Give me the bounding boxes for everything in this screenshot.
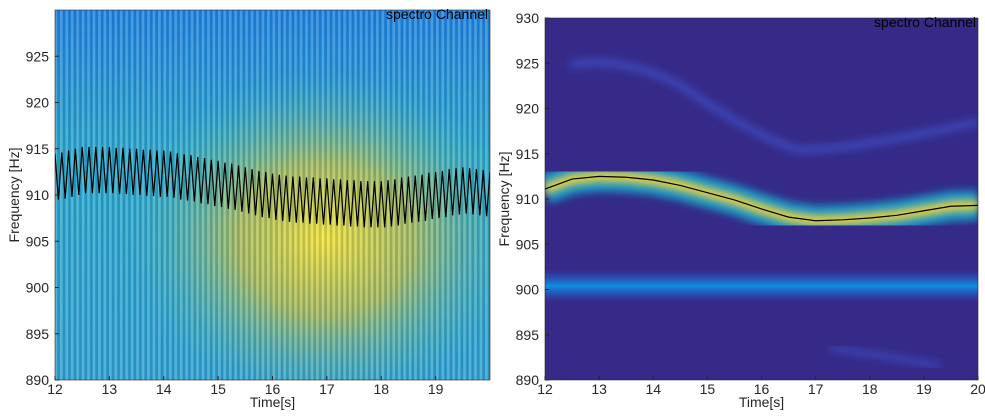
x-tick-label: 14 bbox=[645, 381, 661, 397]
x-tick-label: 17 bbox=[808, 381, 824, 397]
x-tick-label: 19 bbox=[916, 381, 932, 397]
y-tick-label: 890 bbox=[516, 372, 540, 388]
x-tick-label: 16 bbox=[265, 381, 281, 397]
y-tick-label: 905 bbox=[516, 236, 540, 252]
x-tick-label: 12 bbox=[47, 381, 63, 397]
y-tick-label: 925 bbox=[516, 55, 540, 71]
x-tick-label: 20 bbox=[970, 381, 985, 397]
y-tick-label: 910 bbox=[26, 187, 50, 203]
y-tick-label: 920 bbox=[26, 95, 50, 111]
x-axis-label: Time[s] bbox=[739, 394, 784, 410]
x-tick-label: 19 bbox=[428, 381, 444, 397]
x-tick-label: 14 bbox=[156, 381, 172, 397]
panel-background bbox=[55, 10, 490, 380]
y-tick-label: 930 bbox=[516, 10, 540, 26]
y-tick-label: 900 bbox=[516, 282, 540, 298]
x-axis-label: Time[s] bbox=[250, 394, 295, 410]
y-tick-label: 905 bbox=[26, 233, 50, 249]
y-tick-label: 915 bbox=[26, 141, 50, 157]
y-axis-label: Frequency [Hz] bbox=[496, 152, 512, 247]
y-tick-label: 890 bbox=[26, 372, 50, 388]
x-tick-label: 16 bbox=[754, 381, 770, 397]
x-tick-label: 18 bbox=[862, 381, 878, 397]
x-tick-label: 12 bbox=[537, 381, 553, 397]
y-tick-label: 925 bbox=[26, 48, 50, 64]
data-line bbox=[545, 175, 978, 222]
x-tick-label: 18 bbox=[373, 381, 389, 397]
x-tick-label: 13 bbox=[102, 381, 118, 397]
data-line bbox=[55, 146, 490, 228]
chart-title: spectro Channel bbox=[386, 6, 488, 22]
y-tick-label: 920 bbox=[516, 101, 540, 117]
x-tick-label: 15 bbox=[700, 381, 716, 397]
x-tick-label: 15 bbox=[210, 381, 226, 397]
y-tick-label: 910 bbox=[516, 191, 540, 207]
y-axis-label: Frequency [Hz] bbox=[6, 148, 22, 243]
y-tick-label: 915 bbox=[516, 146, 540, 162]
y-tick-label: 895 bbox=[26, 326, 50, 342]
panel-background bbox=[545, 18, 978, 380]
y-tick-label: 895 bbox=[516, 327, 540, 343]
chart-title: spectro Channel bbox=[874, 14, 976, 30]
x-tick-label: 13 bbox=[591, 381, 607, 397]
y-tick-label: 900 bbox=[26, 280, 50, 296]
x-tick-label: 17 bbox=[319, 381, 335, 397]
